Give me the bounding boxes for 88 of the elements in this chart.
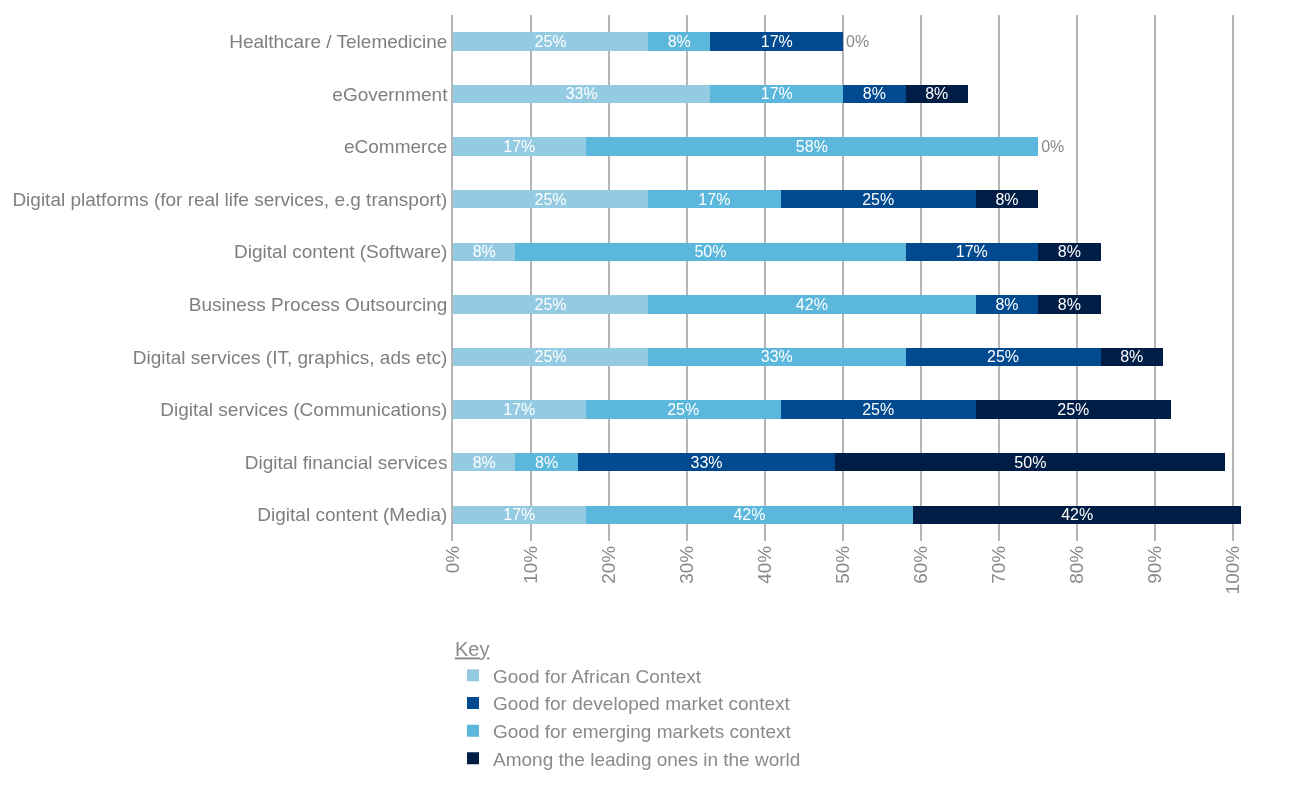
legend-title: Key bbox=[455, 638, 490, 661]
data-label: 25% bbox=[1057, 401, 1090, 419]
bar bbox=[453, 347, 649, 367]
data-label: 8% bbox=[535, 453, 559, 471]
x-tick-label: 10% bbox=[520, 545, 542, 584]
data-label: 17% bbox=[760, 85, 793, 103]
x-tick-label: 20% bbox=[598, 545, 620, 584]
data-label: 8% bbox=[862, 85, 886, 103]
data-label: 25% bbox=[862, 401, 895, 419]
data-label: 8% bbox=[1057, 243, 1081, 261]
bar bbox=[453, 137, 586, 156]
data-label: 8% bbox=[667, 32, 691, 50]
bar bbox=[975, 400, 1171, 419]
bar bbox=[780, 189, 976, 209]
data-label: 50% bbox=[694, 243, 727, 261]
x-tick-label: 100% bbox=[1222, 545, 1244, 595]
data-label: 25% bbox=[987, 348, 1020, 366]
data-label: 42% bbox=[733, 506, 766, 524]
data-label: 0% bbox=[1041, 138, 1065, 155]
x-tick-label: 40% bbox=[754, 545, 776, 584]
data-label: 25% bbox=[667, 401, 700, 419]
y-tick-label: Digital services (IT, graphics, ads etc) bbox=[132, 346, 448, 368]
data-label: 17% bbox=[760, 32, 793, 50]
bar bbox=[648, 347, 906, 367]
data-label: 17% bbox=[955, 243, 988, 261]
y-tick-label: eCommerce bbox=[343, 136, 448, 158]
bar bbox=[585, 400, 781, 419]
data-label: 42% bbox=[1061, 506, 1094, 524]
data-label: 25% bbox=[534, 295, 567, 313]
data-label: 8% bbox=[472, 243, 496, 261]
data-label: 25% bbox=[534, 32, 567, 50]
bar bbox=[648, 189, 781, 209]
bar bbox=[835, 452, 1226, 472]
x-tick-label: 0% bbox=[442, 545, 464, 574]
legend-label: Good for African Context bbox=[493, 665, 702, 687]
bar bbox=[780, 400, 976, 419]
data-label: 8% bbox=[472, 453, 496, 471]
bar bbox=[453, 32, 649, 51]
data-label: 0% bbox=[846, 32, 870, 50]
y-tick-label: Digital content (Media) bbox=[257, 504, 448, 526]
data-label: 25% bbox=[534, 348, 567, 366]
x-tick-label: 60% bbox=[910, 545, 932, 584]
x-tick-label: 70% bbox=[988, 545, 1010, 584]
x-tick-label: 90% bbox=[1144, 545, 1166, 584]
data-label: 8% bbox=[1057, 295, 1081, 313]
y-tick-label: Digital services (Communications) bbox=[160, 399, 448, 421]
bar bbox=[648, 295, 976, 314]
bar bbox=[453, 295, 649, 314]
bar bbox=[585, 137, 1039, 156]
x-tick-label: 80% bbox=[1066, 545, 1088, 584]
bar bbox=[905, 347, 1101, 367]
bar bbox=[710, 32, 844, 51]
legend-label: Good for emerging markets context bbox=[493, 721, 792, 743]
data-label: 8% bbox=[995, 190, 1019, 208]
data-label: 25% bbox=[534, 190, 567, 208]
legend-label: Good for developed market context bbox=[493, 693, 791, 715]
y-tick-label: Digital content (Software) bbox=[234, 241, 448, 263]
data-label: 8% bbox=[1120, 348, 1144, 366]
data-label: 17% bbox=[503, 138, 536, 155]
bar bbox=[913, 505, 1241, 524]
data-label: 58% bbox=[795, 138, 828, 155]
data-label: 33% bbox=[565, 85, 598, 103]
data-label: 50% bbox=[1014, 453, 1047, 471]
data-label: 8% bbox=[925, 85, 949, 103]
bar bbox=[453, 189, 649, 209]
x-tick-label: 50% bbox=[832, 545, 854, 584]
y-tick-label: eGovernment bbox=[332, 83, 449, 105]
data-label: 33% bbox=[760, 348, 793, 366]
bar bbox=[453, 505, 586, 524]
y-tick-label: Digital financial services bbox=[244, 451, 448, 473]
data-label: 33% bbox=[690, 453, 723, 471]
data-label: 25% bbox=[862, 190, 895, 208]
bar bbox=[710, 84, 844, 104]
legend-label: Among the leading ones in the world bbox=[493, 748, 801, 770]
data-label: 42% bbox=[795, 295, 828, 313]
data-label: 17% bbox=[503, 401, 536, 419]
data-label: 17% bbox=[503, 506, 536, 524]
bar bbox=[577, 452, 836, 472]
x-tick-label: 30% bbox=[676, 545, 698, 584]
y-tick-label: Digital platforms (for real life services, e.g transport) bbox=[12, 188, 448, 210]
bar bbox=[453, 400, 586, 419]
data-label: 17% bbox=[698, 190, 731, 208]
bar bbox=[453, 84, 711, 104]
bar bbox=[585, 505, 914, 524]
y-tick-label: Business Process Outsourcing bbox=[188, 293, 448, 315]
bar bbox=[515, 242, 906, 261]
data-label: 8% bbox=[995, 295, 1019, 313]
y-tick-label: Healthcare / Telemedicine bbox=[229, 30, 448, 52]
